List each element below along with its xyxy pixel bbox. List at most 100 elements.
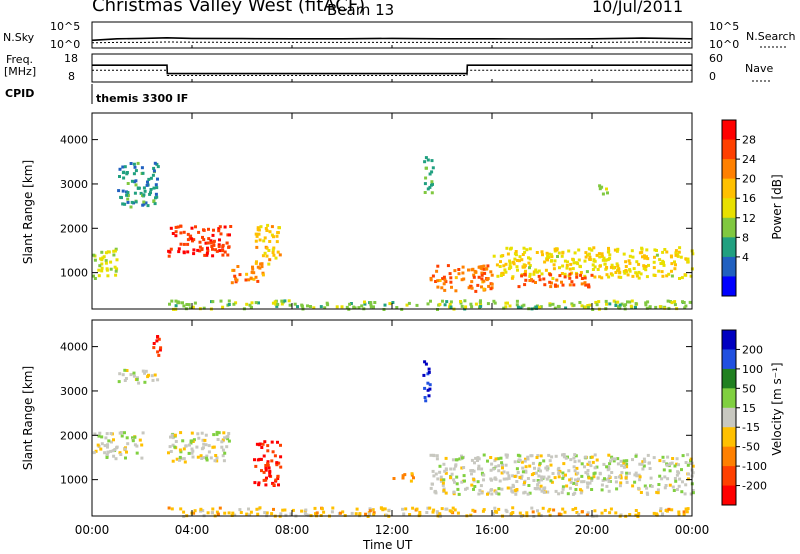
- power-cell: [168, 250, 172, 254]
- velocity-cell: [548, 459, 552, 463]
- velocity-cell: [451, 458, 455, 462]
- velocity-cell: [686, 453, 690, 457]
- power-cell: [182, 251, 186, 255]
- power-cell: [275, 304, 279, 308]
- velocity-cell: [454, 464, 458, 468]
- power-cell: [628, 268, 632, 272]
- power-cell: [177, 250, 181, 254]
- velocity-cell: [473, 485, 477, 488]
- velocity-cell: [168, 445, 172, 449]
- power-cell: [522, 303, 526, 307]
- velocity-cell: [221, 438, 225, 442]
- nave-tick-bottom: 0: [709, 70, 716, 83]
- power-cell: [186, 238, 190, 242]
- velocity-cell: [264, 483, 268, 487]
- velocity-cell: [372, 511, 376, 515]
- power-cell: [263, 236, 267, 240]
- power-cell: [293, 302, 297, 306]
- power-cell: [254, 275, 258, 279]
- xtick-label: 12:00: [375, 523, 410, 537]
- velocity-cell: [586, 511, 590, 515]
- power-cell: [100, 266, 104, 270]
- power-cell: [528, 264, 532, 267]
- power-cell: [201, 235, 204, 239]
- velocity-cell: [279, 465, 283, 469]
- velocity-cell: [178, 455, 182, 459]
- velocity-cell: [125, 436, 129, 440]
- power-cell: [661, 274, 665, 278]
- velocity-cell: [688, 462, 692, 465]
- velocity-cell: [579, 491, 583, 495]
- power-cell: [323, 306, 327, 310]
- velocity-cell: [518, 454, 522, 458]
- power-cell: [100, 250, 104, 254]
- velocity-cell: [652, 456, 656, 460]
- power-cell: [521, 265, 525, 269]
- power-cell: [227, 245, 231, 249]
- velocity-cell: [638, 475, 642, 479]
- power-cell: [627, 259, 631, 263]
- velocity-cell: [427, 370, 431, 374]
- velocity-cell: [560, 491, 564, 495]
- power-cell: [430, 191, 434, 195]
- velocity-cell: [199, 509, 203, 513]
- power-cell: [445, 300, 449, 304]
- power-cell: [614, 271, 618, 274]
- power-ytick-label: 3000: [60, 178, 88, 191]
- power-colorbar-segment: [722, 217, 736, 238]
- power-cell: [612, 299, 616, 303]
- velocity-cell: [227, 439, 231, 443]
- power-cell: [537, 274, 541, 278]
- freq-line: [92, 64, 692, 75]
- velocity-cell: [123, 368, 127, 372]
- power-cell: [684, 257, 688, 261]
- velocity-cell: [493, 459, 497, 463]
- power-cell: [461, 265, 465, 269]
- velocity-cell: [684, 507, 688, 511]
- velocity-cell: [641, 467, 645, 471]
- power-cell: [276, 231, 280, 235]
- power-cell: [104, 261, 108, 265]
- velocity-cell: [266, 449, 270, 453]
- xaxis-label: Time UT: [363, 538, 413, 552]
- velocity-cell: [146, 375, 150, 379]
- power-cell: [275, 234, 279, 238]
- velocity-cell: [571, 508, 575, 512]
- power-cell: [319, 305, 323, 309]
- power-cell: [637, 270, 641, 274]
- velocity-cell: [212, 433, 216, 437]
- velocity-cell: [605, 484, 609, 488]
- power-ytick-label: 4000: [60, 134, 88, 147]
- velocity-cell: [215, 456, 219, 460]
- power-cell: [193, 301, 197, 305]
- power-cell: [558, 266, 561, 270]
- velocity-cell: [225, 445, 229, 449]
- velocity-cell: [476, 456, 480, 460]
- power-cell: [363, 300, 366, 304]
- power-cell: [256, 226, 260, 230]
- velocity-cell: [441, 483, 445, 487]
- power-cell: [531, 279, 535, 283]
- power-cell: [449, 305, 453, 309]
- velocity-cell: [211, 507, 215, 511]
- velocity-cell: [569, 458, 573, 462]
- velocity-cell: [313, 506, 317, 510]
- power-cell: [653, 255, 656, 259]
- velocity-cell: [460, 480, 464, 484]
- velocity-cell: [590, 478, 594, 482]
- velocity-cell: [661, 512, 664, 516]
- power-cell: [271, 251, 275, 254]
- velocity-ytick-label: 2000: [60, 429, 88, 442]
- power-cell: [152, 199, 156, 203]
- velocity-cell: [573, 453, 577, 457]
- power-cell: [120, 196, 123, 200]
- power-cell: [567, 274, 571, 278]
- power-cell: [637, 262, 641, 266]
- power-cell: [174, 225, 178, 229]
- velocity-cell: [159, 346, 163, 350]
- velocity-cell: [436, 511, 440, 515]
- power-cell: [540, 250, 544, 254]
- power-cell: [192, 252, 196, 256]
- xtick-label: 00:00: [75, 523, 110, 537]
- velocity-cell: [270, 512, 274, 516]
